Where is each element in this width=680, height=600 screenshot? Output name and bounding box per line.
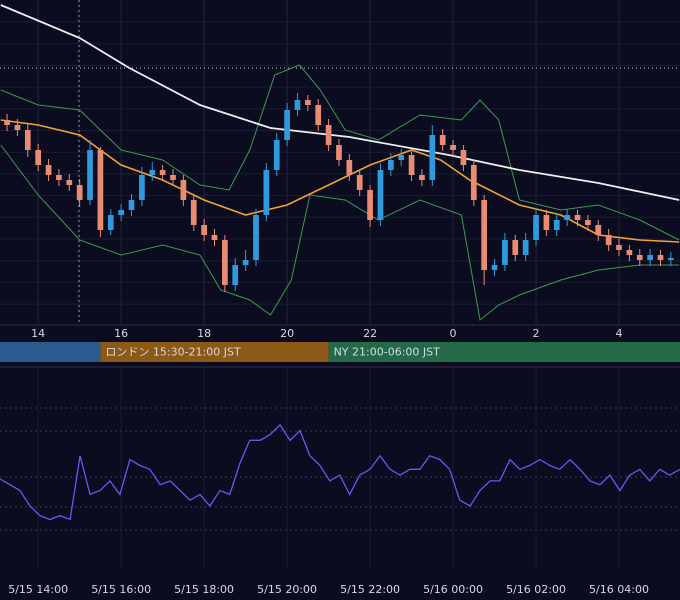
candle-body bbox=[450, 145, 456, 150]
session-band bbox=[0, 342, 101, 362]
session-label: ロンドン 15:30-21:00 JST bbox=[105, 346, 241, 359]
candle-body bbox=[367, 190, 373, 220]
indicator-line bbox=[0, 144, 680, 321]
candle-body bbox=[273, 140, 280, 170]
candle-body bbox=[346, 160, 353, 175]
candle-body bbox=[232, 265, 239, 285]
candle-body bbox=[56, 175, 62, 180]
layout bbox=[0, 0, 680, 570]
candle-body bbox=[35, 150, 42, 165]
candle-body bbox=[118, 210, 124, 215]
candle-body bbox=[159, 170, 166, 175]
candle-body bbox=[429, 135, 436, 180]
candle-body bbox=[107, 215, 114, 230]
candle-body bbox=[502, 240, 508, 265]
x-tick-label: 5/15 16:00 bbox=[91, 583, 151, 596]
candle-body bbox=[408, 155, 415, 175]
candle-body bbox=[533, 215, 539, 240]
oscillator-line bbox=[0, 423, 680, 521]
candle-body bbox=[481, 200, 488, 270]
candle-body bbox=[574, 215, 581, 220]
candle-body bbox=[647, 255, 653, 260]
candle-body bbox=[4, 120, 10, 125]
x-tick-label: 0 bbox=[450, 327, 457, 340]
x-tick-label: 5/16 00:00 bbox=[423, 583, 483, 596]
candle-body bbox=[180, 180, 187, 200]
x-tick-label: 2 bbox=[533, 327, 540, 340]
candle-body bbox=[512, 240, 519, 255]
x-tick-label: 5/15 22:00 bbox=[340, 583, 400, 596]
candle-body bbox=[242, 260, 249, 265]
candle-body bbox=[304, 100, 311, 105]
candle-body bbox=[616, 245, 622, 250]
candle-body bbox=[460, 150, 467, 165]
candle-body bbox=[491, 265, 498, 270]
candle-body bbox=[564, 215, 571, 220]
candle-body bbox=[668, 258, 674, 260]
indicator-line bbox=[0, 64, 680, 241]
x-tick-label: 5/16 04:00 bbox=[589, 583, 649, 596]
candle-body bbox=[626, 250, 633, 255]
candle-body bbox=[294, 100, 301, 110]
candle-body bbox=[253, 215, 259, 260]
candle-body bbox=[76, 185, 83, 200]
candle-body bbox=[139, 175, 145, 200]
indicator-line bbox=[0, 4, 680, 201]
candle-body bbox=[398, 155, 405, 160]
candle-body bbox=[419, 175, 425, 180]
candle-body bbox=[14, 125, 21, 130]
candle-body bbox=[128, 200, 135, 210]
x-tick-label: 5/16 02:00 bbox=[506, 583, 566, 596]
x-tick-label: 22 bbox=[363, 327, 377, 340]
candle-body bbox=[325, 125, 332, 145]
candle-body bbox=[605, 235, 612, 245]
x-tick-label: 5/15 18:00 bbox=[174, 583, 234, 596]
candle-body bbox=[377, 170, 384, 220]
candle-body bbox=[585, 220, 591, 225]
candle-body bbox=[222, 240, 228, 285]
candle-body bbox=[636, 255, 643, 260]
candle-body bbox=[657, 255, 664, 260]
candle-body bbox=[336, 145, 342, 160]
candle-body bbox=[315, 105, 322, 125]
session-band bbox=[100, 342, 329, 362]
candle-body bbox=[284, 110, 290, 140]
candle-body bbox=[45, 165, 52, 175]
candle-body bbox=[201, 225, 207, 235]
candle-body bbox=[263, 170, 270, 215]
session-band bbox=[328, 342, 680, 362]
candle-body bbox=[522, 240, 529, 255]
session-label: NY 21:00-06:00 JST bbox=[334, 346, 441, 359]
candle-body bbox=[553, 220, 560, 230]
candle-body bbox=[87, 150, 93, 200]
candle-body bbox=[190, 200, 197, 225]
x-tick-label: 5/15 14:00 bbox=[8, 583, 68, 596]
x-tick-label: 20 bbox=[280, 327, 294, 340]
x-tick-label: 5/15 20:00 bbox=[257, 583, 317, 596]
candle-body bbox=[149, 170, 156, 175]
candle-body bbox=[470, 165, 477, 200]
candle-body bbox=[543, 215, 550, 230]
candle-body bbox=[356, 175, 363, 190]
candle-body bbox=[170, 175, 176, 180]
candle-body bbox=[66, 180, 73, 185]
candle-body bbox=[24, 130, 31, 150]
x-tick-label: 14 bbox=[31, 327, 45, 340]
x-tick-label: 4 bbox=[616, 327, 623, 340]
x-tick-label: 16 bbox=[114, 327, 128, 340]
candle-body bbox=[387, 160, 394, 170]
candle-body bbox=[97, 150, 104, 230]
candle-body bbox=[439, 135, 446, 145]
candle-body bbox=[595, 225, 602, 235]
candle-body bbox=[211, 235, 218, 240]
x-tick-label: 18 bbox=[197, 327, 211, 340]
